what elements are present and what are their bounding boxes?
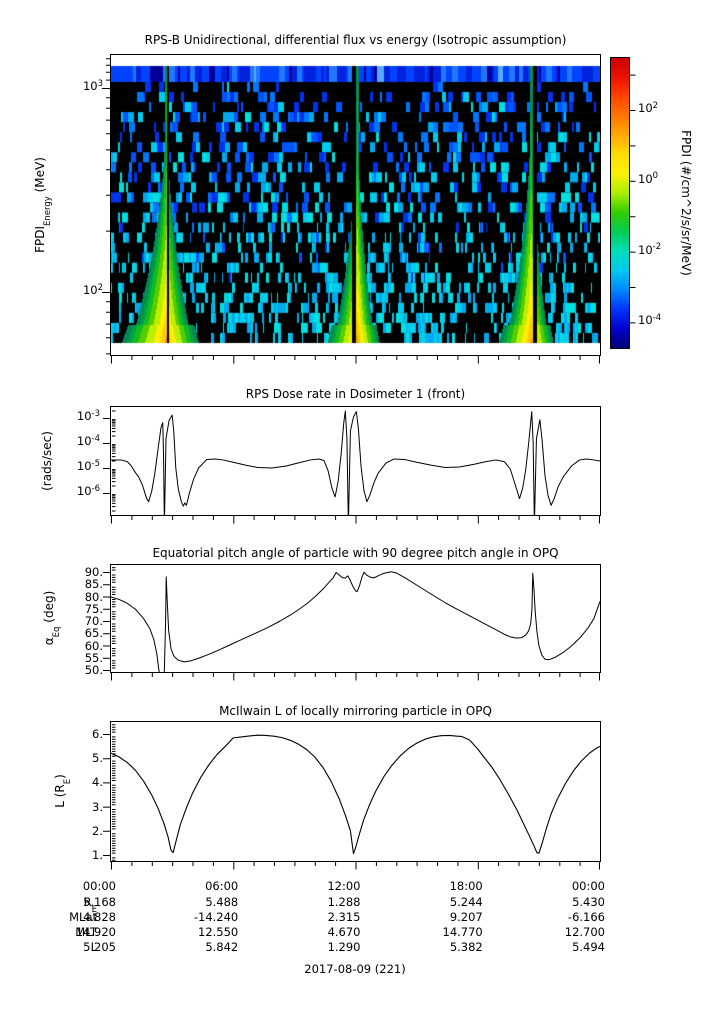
pitch-y-axis-label: αEq (deg) bbox=[42, 590, 62, 646]
pitch-y-tick-label: 55. bbox=[84, 650, 103, 665]
footer-row-label: RE bbox=[83, 895, 97, 915]
footer-row-value: 2.315 bbox=[327, 910, 361, 924]
footer-row-value: 4.828 bbox=[83, 910, 116, 924]
colorbar-tick-label: 100 bbox=[638, 171, 659, 186]
footer-row-value: 1.288 bbox=[327, 895, 361, 909]
x-axis-time-label: 00:00 bbox=[571, 879, 605, 893]
footer-row-value: -14.240 bbox=[193, 910, 239, 924]
mcilwain-l-panel bbox=[110, 721, 601, 862]
l-y-tick-label: 2. bbox=[92, 823, 103, 838]
l-y-tick-label: 1. bbox=[92, 848, 103, 862]
footer-row-value: 5.205 bbox=[83, 940, 116, 954]
flux-y-tick-label: 103 bbox=[82, 78, 103, 94]
x-axis-time-label: 06:00 bbox=[205, 879, 239, 893]
flux-colorbar bbox=[610, 57, 630, 349]
pitch-y-tick-label: 50. bbox=[84, 663, 103, 677]
footer-row-value: 9.207 bbox=[449, 910, 483, 924]
pitch-y-tick-label: 65. bbox=[84, 626, 103, 641]
colorbar-tick-label: 10-4 bbox=[638, 312, 662, 328]
footer-row-value: 5.244 bbox=[449, 895, 483, 909]
flux-spectrogram-heatmap bbox=[110, 54, 601, 356]
l-y-tick-label: 3. bbox=[92, 799, 103, 814]
pitch-y-tick-label: 85. bbox=[84, 577, 103, 592]
flux-spectrogram-title: RPS-B Unidirectional, differential flux … bbox=[144, 33, 567, 47]
footer-row-value: 5.168 bbox=[83, 895, 116, 909]
pitch-y-tick-label: 60. bbox=[84, 638, 103, 653]
footer-row-value: -6.166 bbox=[567, 910, 605, 924]
x-axis-time-label: 12:00 bbox=[327, 879, 361, 893]
footer-row-value: 1.290 bbox=[327, 940, 361, 954]
x-axis-time-label: 00:00 bbox=[82, 879, 116, 893]
pitch-angle-title: Equatorial pitch angle of particle with … bbox=[152, 546, 559, 560]
colorbar-tick-label: 10-2 bbox=[638, 242, 662, 257]
dose-y-tick-label: 10-5 bbox=[76, 458, 100, 474]
l-y-tick-label: 5. bbox=[92, 751, 103, 766]
pitch-y-tick-label: 70. bbox=[84, 614, 103, 628]
mcilwain-l-title: McIlwain L of locally mirroring particle… bbox=[219, 704, 492, 718]
footer-row-value: 5.430 bbox=[572, 895, 605, 909]
dose-y-tick-label: 10-4 bbox=[76, 433, 100, 449]
footer-row-label: L bbox=[90, 940, 97, 954]
x-axis-time-label: 18:00 bbox=[449, 879, 483, 893]
footer-row-value: 5.382 bbox=[449, 940, 483, 954]
dose-y-tick-label: 10-6 bbox=[76, 483, 100, 499]
dose-y-tick-label: 10-3 bbox=[76, 408, 100, 424]
footer-row-value: 4.670 bbox=[327, 925, 361, 939]
l-y-tick-label: 6. bbox=[92, 727, 103, 741]
footer-row-value: 5.842 bbox=[205, 940, 239, 954]
footer-row-value: 5.488 bbox=[205, 895, 239, 909]
date-label: 2017-08-09 (221) bbox=[304, 962, 406, 976]
dose-rate-title: RPS Dose rate in Dosimeter 1 (front) bbox=[245, 387, 466, 401]
colorbar-tick-label: 102 bbox=[638, 100, 659, 116]
pitch-angle-panel bbox=[110, 564, 601, 673]
flux-y-tick-label: 102 bbox=[82, 282, 103, 298]
pitch-y-tick-label: 80. bbox=[84, 589, 103, 604]
footer-row-value: 14.770 bbox=[442, 925, 483, 939]
footer-row-value: 14.920 bbox=[75, 925, 116, 939]
footer-row-label: MLT bbox=[75, 925, 97, 939]
footer-row-value: 12.550 bbox=[198, 925, 239, 939]
footer-row-label: MLat bbox=[69, 910, 97, 924]
l-y-tick-label: 4. bbox=[92, 775, 103, 790]
footer-row-value: 12.700 bbox=[564, 925, 605, 939]
dose-rate-panel bbox=[110, 406, 601, 516]
pitch-y-tick-label: 90. bbox=[84, 565, 103, 579]
footer-row-value: 5.494 bbox=[572, 940, 605, 954]
pitch-y-tick-label: 75. bbox=[84, 601, 103, 616]
flux-y-axis-label: FPDIEnergy (MeV) bbox=[33, 157, 53, 253]
